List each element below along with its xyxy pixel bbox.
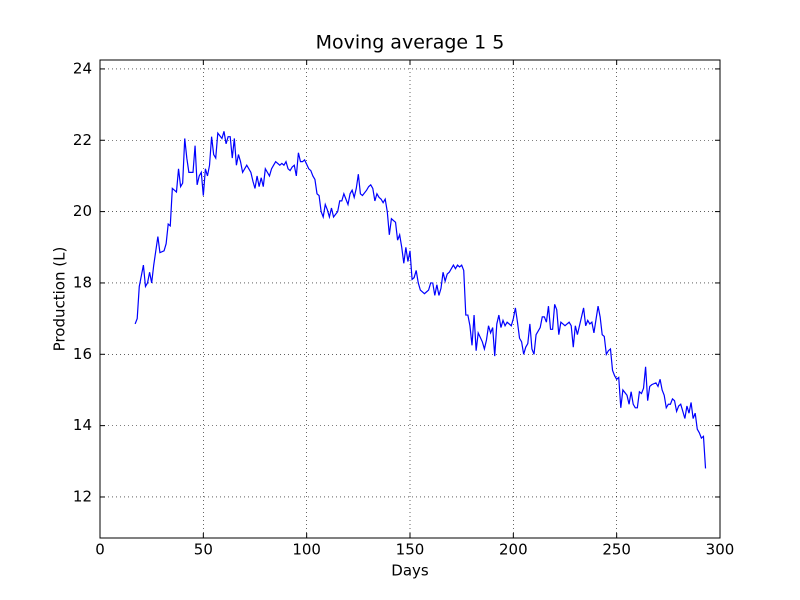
data-line (134, 131, 707, 469)
x-tick-label: 200 (499, 541, 528, 559)
x-tick-label: 300 (706, 541, 735, 559)
y-tick-label: 12 (73, 487, 92, 505)
x-tick-label: 0 (95, 541, 105, 559)
y-tick-label: 22 (73, 131, 92, 149)
y-tick-label: 18 (73, 273, 92, 291)
x-tick-label: 100 (292, 541, 321, 559)
y-tick-label: 20 (73, 202, 92, 220)
y-axis-label: Production (L) (51, 247, 69, 352)
y-tick-label: 24 (73, 59, 92, 77)
plot (134, 131, 707, 469)
chart-title: Moving average 1 5 (316, 32, 505, 54)
x-tick-label: 250 (602, 541, 631, 559)
x-tick-label: 150 (396, 541, 425, 559)
y-tick-label: 16 (73, 345, 92, 363)
y-tick-label: 14 (73, 416, 92, 434)
x-axis-label: Days (391, 562, 429, 580)
grid (99, 60, 721, 538)
plot-frame (99, 59, 721, 539)
x-tick-label: 50 (194, 541, 213, 559)
